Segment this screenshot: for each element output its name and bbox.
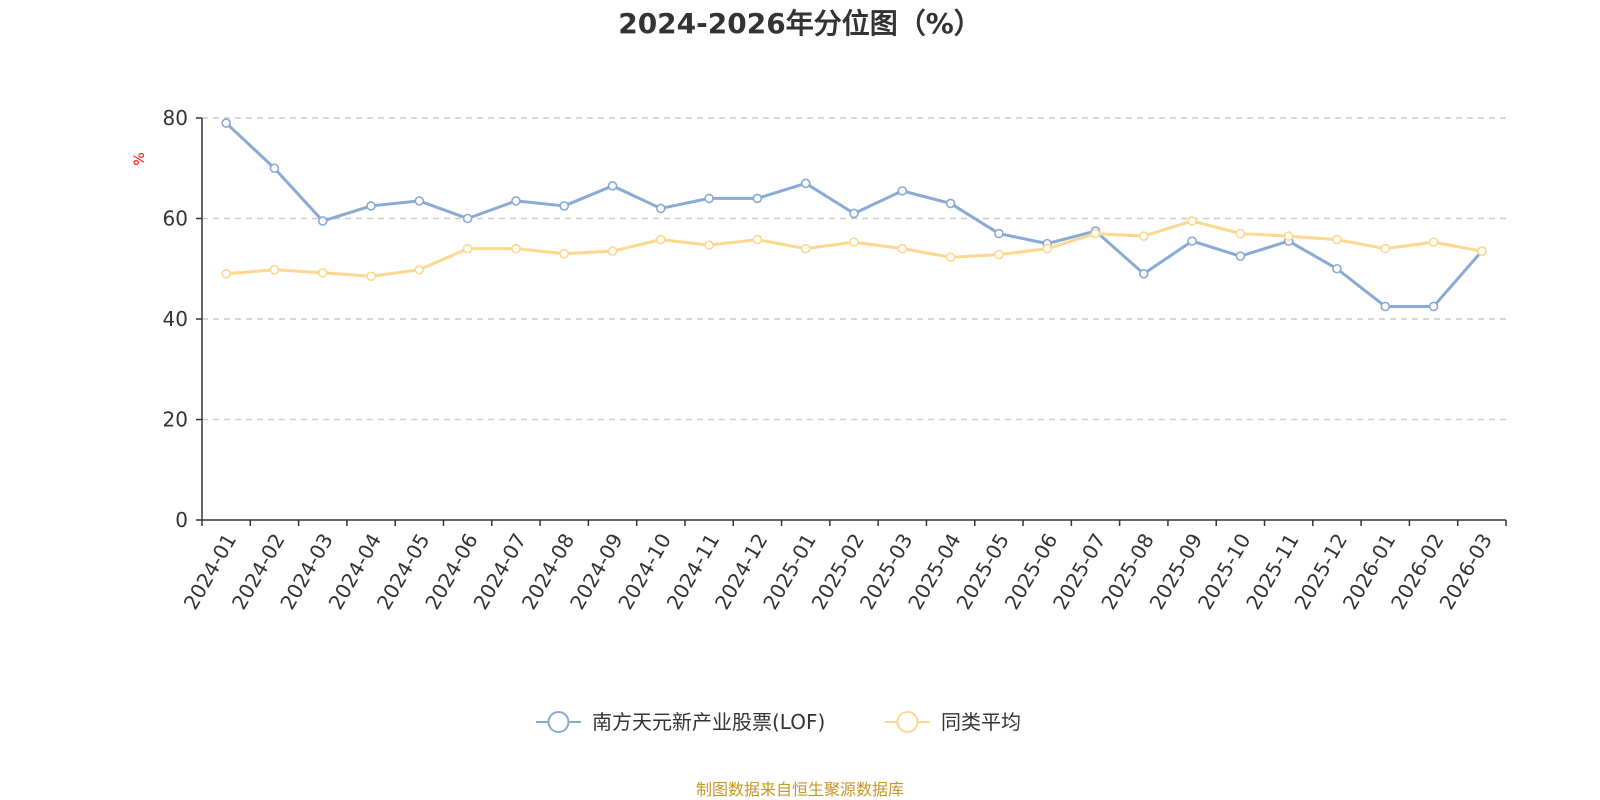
data-point[interactable]: [269, 163, 280, 174]
data-point[interactable]: [897, 186, 908, 196]
data-point[interactable]: [1332, 234, 1342, 245]
data-point[interactable]: [1428, 301, 1439, 312]
data-point[interactable]: [945, 198, 956, 209]
data-point[interactable]: [1138, 268, 1149, 279]
legend-swatch-marker: [547, 711, 570, 733]
data-point[interactable]: [1477, 246, 1487, 256]
data-point[interactable]: [317, 216, 328, 226]
y-axis-label: %: [132, 152, 148, 165]
legend-swatch-marker: [896, 711, 919, 733]
y-tick-label: 20: [163, 408, 188, 432]
data-point[interactable]: [607, 181, 618, 191]
data-point[interactable]: [752, 234, 763, 245]
data-point[interactable]: [1090, 228, 1101, 239]
data-point[interactable]: [945, 252, 956, 262]
data-point[interactable]: [994, 249, 1004, 260]
data-point[interactable]: [511, 243, 521, 254]
data-point[interactable]: [1042, 243, 1052, 254]
data-point[interactable]: [1332, 263, 1342, 274]
data-point[interactable]: [462, 243, 473, 254]
data-point[interactable]: [656, 234, 666, 245]
grid-lines: [202, 117, 1506, 421]
data-point[interactable]: [1380, 301, 1391, 312]
data-point[interactable]: [1138, 231, 1149, 241]
data-point[interactable]: [462, 213, 473, 224]
y-tick-label: 80: [163, 106, 188, 130]
data-point[interactable]: [897, 243, 908, 254]
data-point[interactable]: [752, 193, 763, 204]
data-point[interactable]: [366, 201, 376, 211]
legend-label: 同类平均: [941, 710, 1021, 734]
data-point[interactable]: [1380, 243, 1391, 254]
data-point[interactable]: [1283, 231, 1294, 241]
legend[interactable]: 南方天元新产业股票(LOF) 同类平均: [536, 710, 1021, 734]
series-line: [224, 219, 1484, 278]
data-point[interactable]: [221, 268, 231, 279]
data-point[interactable]: [317, 267, 328, 278]
chart-title: 2024-2026年分位图（%）: [618, 7, 982, 40]
data-point[interactable]: [414, 264, 425, 275]
data-point[interactable]: [800, 178, 811, 189]
data-point[interactable]: [800, 243, 811, 254]
data-point[interactable]: [1187, 216, 1197, 226]
axes: 020406080%2024-012024-022024-032024-0420…: [132, 106, 1507, 614]
data-point[interactable]: [559, 248, 570, 259]
data-point[interactable]: [414, 196, 425, 206]
source-note: 制图数据来自恒生聚源数据库: [695, 780, 904, 799]
data-point[interactable]: [849, 208, 859, 219]
legend-label: 南方天元新产业股票(LOF): [592, 710, 825, 734]
data-point[interactable]: [994, 228, 1004, 239]
data-point[interactable]: [221, 118, 231, 128]
data-point[interactable]: [1428, 237, 1439, 247]
data-point[interactable]: [1235, 228, 1246, 239]
data-point[interactable]: [849, 237, 859, 247]
series-0: [221, 118, 1487, 312]
data-point[interactable]: [1187, 236, 1197, 246]
data-point[interactable]: [1235, 251, 1246, 261]
y-tick-label: 0: [175, 508, 188, 532]
data-point[interactable]: [656, 203, 666, 214]
legend-item-0[interactable]: 南方天元新产业股票(LOF): [536, 710, 825, 734]
data-point[interactable]: [607, 246, 618, 256]
y-tick-label: 60: [163, 207, 188, 231]
data-point[interactable]: [366, 271, 376, 282]
data-point[interactable]: [704, 193, 714, 204]
series-layer: [221, 118, 1487, 312]
data-point[interactable]: [269, 264, 280, 275]
data-point[interactable]: [511, 196, 521, 206]
data-point[interactable]: [704, 240, 714, 250]
data-point[interactable]: [559, 201, 570, 211]
legend-item-1[interactable]: 同类平均: [885, 710, 1021, 734]
series-1: [221, 216, 1487, 282]
y-tick-label: 40: [163, 307, 188, 331]
